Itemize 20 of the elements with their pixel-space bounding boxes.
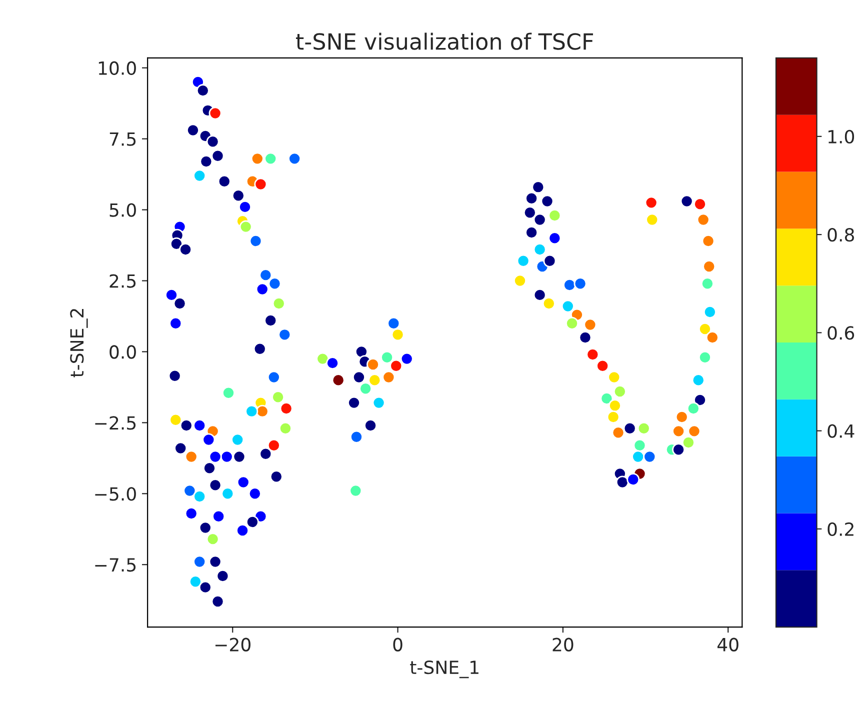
x-tick-label: 20 [552, 638, 574, 652]
y-axis-title: t-SNE_2 [70, 309, 88, 378]
y-tick-label: −2.5 [95, 416, 136, 430]
y-tick-label: −7.5 [95, 558, 136, 572]
y-tick-label: −5.0 [95, 487, 136, 501]
x-axis-title: t-SNE_1 [410, 660, 478, 678]
color-bar-label: 0.2 [828, 522, 854, 536]
color-bar-label: 0.6 [828, 326, 854, 340]
x-tick-label: 40 [717, 638, 738, 652]
y-tick-label: 5.0 [110, 203, 136, 217]
color-bar-label: 0.4 [828, 424, 854, 438]
color-bar-label: 1.0 [828, 130, 854, 144]
chart-title: t-SNE visualization of TSCF [296, 32, 594, 50]
x-tick-label: −20 [215, 638, 250, 652]
color-bar-label: 0.8 [828, 228, 854, 242]
y-tick-label: 2.5 [110, 274, 136, 288]
y-tick-label: 0.0 [110, 345, 136, 359]
y-tick-label: 10.0 [98, 61, 136, 75]
y-tick-label: 7.5 [110, 132, 136, 146]
x-tick-label: 0 [393, 638, 402, 652]
